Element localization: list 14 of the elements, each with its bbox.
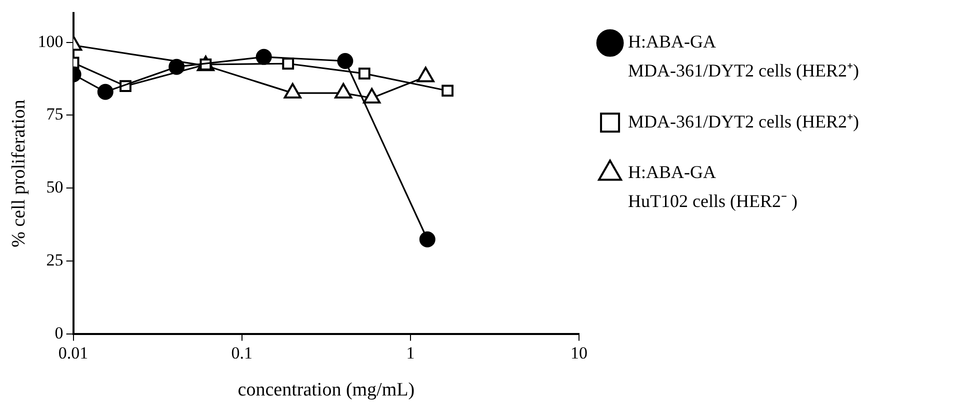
legend-label: H:ABA-GA HuT102 cells (HER2⁻ ) — [628, 162, 798, 211]
y-axis-title: % cell proliferation — [8, 99, 30, 248]
legend-label: H:ABA-GA MDA-361/DYT2 cells (HER2⁺) — [628, 32, 860, 81]
x-tick-label: 1 — [406, 343, 415, 362]
y-tick-label: 0 — [54, 323, 64, 342]
y-tick-label: 50 — [46, 178, 64, 197]
legend-label: MDA-361/DYT2 cells (HER2⁺) — [628, 111, 860, 132]
x-tick-label: 0.1 — [231, 343, 253, 362]
y-tick-label: 75 — [46, 104, 64, 124]
y-tick-label: 25 — [46, 250, 64, 270]
x-tick-label: 10 — [570, 343, 588, 362]
x-axis-title: concentration (mg/mL) — [238, 380, 415, 401]
x-tick-label: 0.01 — [58, 343, 88, 362]
y-tick-label: 100 — [38, 32, 64, 51]
